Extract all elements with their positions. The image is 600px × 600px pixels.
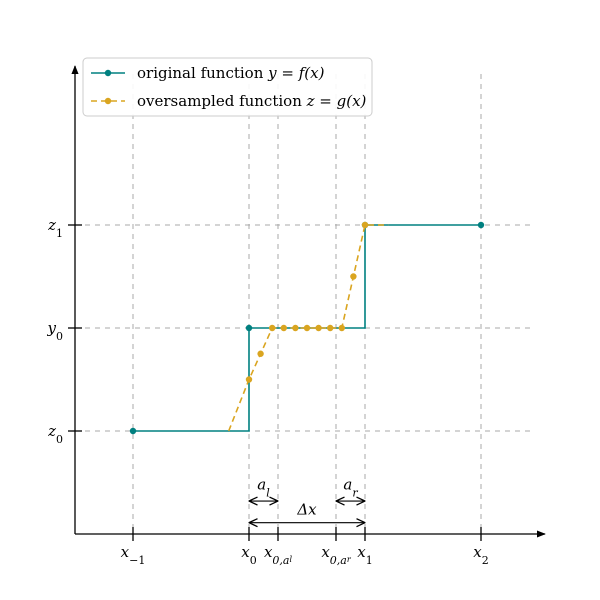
oversampled-function-point — [269, 324, 276, 332]
legend-box — [82, 57, 373, 117]
legend-entry-label: original function y = f(x) — [137, 64, 325, 82]
oversampled-function-point — [245, 376, 253, 383]
original-function-point — [129, 427, 137, 435]
interval-label: ar — [343, 476, 358, 500]
x-tick-label: x2 — [473, 543, 488, 567]
oversampled-function-point — [257, 350, 264, 357]
x-tick-label: x1 — [357, 543, 372, 567]
oversampled-function-point — [315, 324, 322, 332]
oversampled-function-point — [327, 324, 334, 332]
x-tick-label: x−1 — [121, 543, 146, 567]
y-tick-label: z0 — [47, 422, 63, 446]
annotations: al ar Δx — [249, 476, 365, 523]
oversampled-function-point — [280, 324, 287, 332]
interval-label: al — [257, 476, 270, 500]
legend-swatch-marker — [104, 97, 112, 105]
x-tick-label: x0,ar — [321, 543, 352, 567]
x-tick-label: x0 — [241, 543, 256, 567]
y-tick-label: z1 — [47, 216, 63, 240]
oversampled-function-point — [338, 324, 345, 332]
legend-entry-label: oversampled function z = g(x) — [137, 92, 367, 110]
series-layer — [129, 221, 485, 435]
grid-lines — [75, 74, 532, 534]
original-function-point — [477, 221, 485, 229]
axes: x−1 x0 x0,al x0,ar x1 x2 z0 y0 z1 — [47, 65, 546, 567]
oversampled-function-point — [361, 221, 369, 229]
oversampled-function-point — [303, 324, 311, 332]
oversampled-function-point — [292, 324, 299, 332]
legend: original function y = f(x) oversampled fu… — [82, 57, 373, 117]
legend-swatch-marker — [104, 69, 112, 77]
original-function-point — [245, 324, 253, 332]
oversampled-function-point — [350, 273, 357, 280]
y-tick-label: y0 — [47, 319, 63, 343]
x-tick-label: x0,al — [264, 543, 293, 567]
interval-label: Δx — [296, 500, 317, 518]
